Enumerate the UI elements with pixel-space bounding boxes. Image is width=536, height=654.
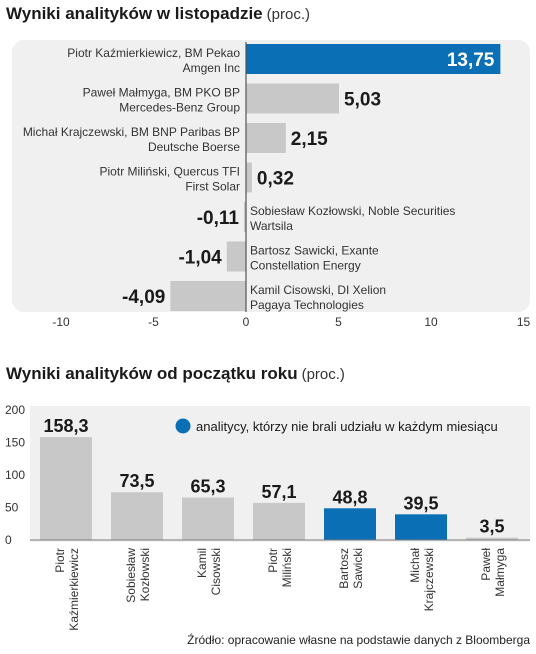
chart-2-title: Wyniki analityków od początku roku (proc.… (6, 364, 345, 384)
value-label: 5,03 (344, 90, 381, 111)
category-label: Piotr Miliński, Quercus TFI (100, 165, 240, 179)
value-label: 158,3 (43, 416, 88, 436)
category-label: Piotr (53, 548, 67, 573)
y-tick-label: 200 (5, 403, 25, 417)
value-label: 2,15 (291, 129, 328, 150)
x-tick-label: 15 (517, 315, 531, 329)
bar-ytd (40, 437, 92, 540)
x-tick-label: -5 (148, 315, 159, 329)
category-label: Bartosz Sawicki, Exante (250, 244, 379, 258)
category-label: Constellation Energy (250, 259, 361, 273)
bar-ytd (395, 514, 447, 540)
category-label: Sobiesław Kozłowski, Noble Securities (250, 204, 455, 218)
source-note: Źródło: opracowanie własne na podstawie … (187, 633, 530, 647)
chart-1-title-text: Wyniki analityków w listopadzie (6, 4, 263, 23)
y-tick-label: 100 (5, 468, 25, 482)
y-tick-label: 0 (5, 533, 12, 547)
chart-2-title-unit: (proc.) (301, 366, 345, 383)
chart-2-title-text: Wyniki analityków od początku roku (6, 364, 298, 383)
bar-november (170, 281, 246, 311)
legend-swatch (175, 418, 191, 434)
category-label: Pagaya Technologies (250, 298, 364, 312)
bar-ytd (182, 497, 234, 540)
category-label: Sobiesław (124, 548, 138, 603)
category-label: First Solar (185, 180, 240, 194)
category-label-group: Michał Krajczewski (408, 548, 436, 612)
value-label: -0,11 (197, 208, 240, 229)
category-label-group: Piotr Kaźmierkiewicz (53, 548, 81, 631)
category-label: Paweł Małmyga, BM PKO BP (83, 86, 240, 100)
category-label: Piotr (266, 548, 280, 573)
category-label: Małmyga (493, 548, 507, 597)
chart-1-title-unit: (proc.) (266, 6, 310, 23)
x-tick-label: 10 (424, 315, 438, 329)
category-label: Michał (408, 548, 422, 583)
category-label: Bartosz (337, 548, 351, 589)
value-label: 3,5 (479, 517, 504, 537)
category-label: Amgen Inc (183, 61, 240, 75)
category-label: Deutsche Boerse (148, 140, 240, 154)
value-label: 57,1 (261, 482, 296, 502)
bar-november (243, 202, 246, 232)
category-label: Michał Krajczewski, BM BNP Paribas BP (23, 125, 240, 139)
y-tick-label: 150 (5, 436, 25, 450)
value-label: -4,09 (122, 287, 165, 308)
bar-november (246, 123, 286, 153)
y-tick-label: 50 (5, 501, 19, 515)
category-label: Krajczewski (422, 548, 436, 611)
value-label: 48,8 (332, 487, 367, 507)
category-label-group: Kamil Cisowski (195, 548, 223, 595)
value-label: 39,5 (403, 493, 438, 513)
category-label: Cisowski (209, 548, 223, 595)
category-label: Mercedes-Benz Group (119, 101, 240, 115)
x-tick-label: -10 (52, 315, 70, 329)
bar-ytd (111, 492, 163, 540)
bar-november (246, 83, 340, 114)
category-label-group: Paweł Małmyga (479, 548, 507, 597)
bar-november (226, 241, 246, 272)
value-label: -1,04 (178, 248, 222, 269)
bar-november (246, 44, 501, 74)
chart-1-panel (12, 40, 530, 312)
value-label: 65,3 (190, 477, 225, 497)
category-label: Kaźmierkiewicz (67, 548, 81, 631)
bar-ytd (324, 508, 376, 540)
chart-1-svg: 13,75 Piotr Kaźmierkiewicz, BM PekaoAmgen… (12, 40, 531, 329)
category-label: Sawicki (351, 548, 365, 589)
bar-ytd (253, 502, 305, 540)
value-label: 73,5 (119, 471, 154, 491)
value-label: 0,32 (257, 169, 294, 190)
category-label-group: Sobiesław Kozłowski (124, 548, 152, 603)
category-label: Piotr Kaźmierkiewicz, BM Pekao (67, 46, 240, 60)
category-label: Paweł (479, 548, 493, 581)
legend-text: analitycy, którzy nie brali udziału w ka… (196, 419, 498, 434)
bar-ytd (466, 537, 518, 540)
category-label: Wartsila (250, 219, 293, 233)
category-label-group: Piotr Miliński (266, 548, 294, 587)
chart-1-title: Wyniki analityków w listopadzie (proc.) (6, 4, 310, 24)
x-tick-label: 0 (243, 315, 250, 329)
value-label: 13,75 (447, 50, 495, 71)
bar-november (246, 162, 252, 193)
category-label-group: Bartosz Sawicki (337, 548, 365, 589)
category-label: Kamil Cisowski, DI Xelion (250, 283, 386, 297)
category-label: Kozłowski (138, 548, 152, 601)
category-label: Miliński (280, 548, 294, 587)
category-label: Kamil (195, 548, 209, 578)
x-tick-label: 5 (335, 315, 342, 329)
